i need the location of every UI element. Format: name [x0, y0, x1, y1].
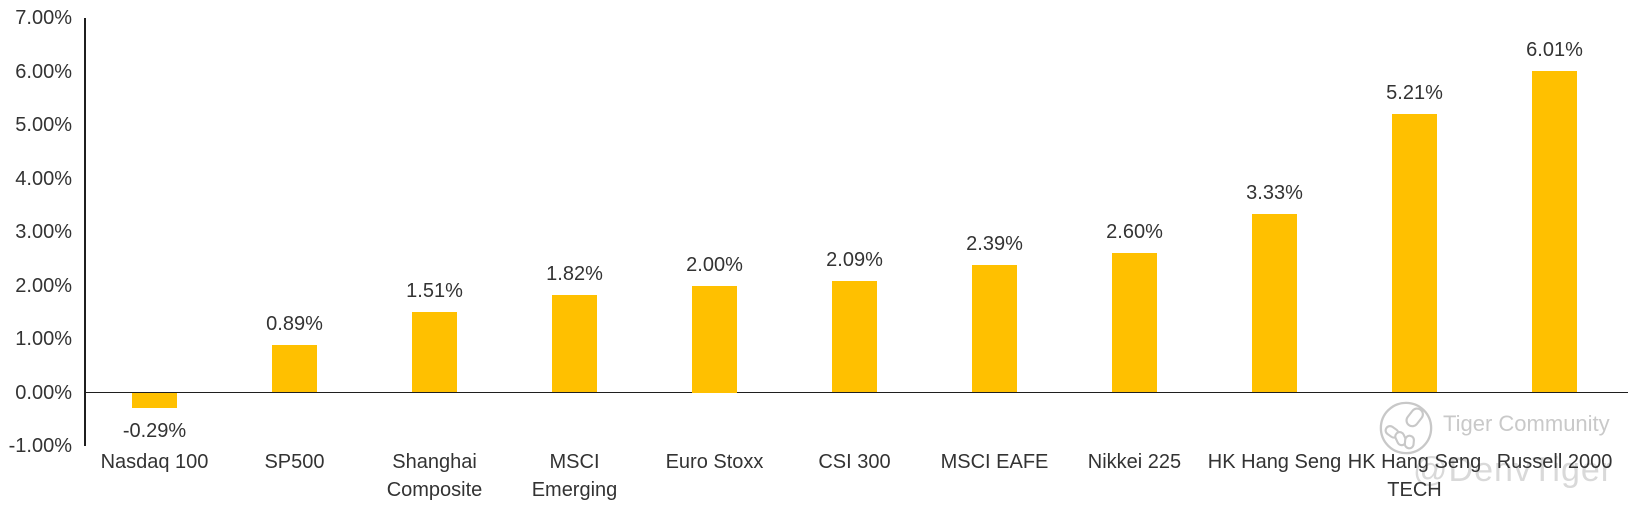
- bar-value-label: 1.82%: [546, 263, 603, 286]
- x-axis-category-label-line: Composite: [386, 479, 483, 501]
- bar-value-label: 2.09%: [826, 248, 883, 271]
- x-axis-category-label-line: Nasdaq 100: [100, 451, 209, 473]
- x-axis-category-label-line: HK Hang Seng: [1347, 451, 1482, 473]
- bar-value-label: 2.60%: [1106, 221, 1163, 244]
- y-axis-tick-label: 2.00%: [15, 274, 72, 297]
- y-axis-tick-label: 1.00%: [15, 328, 72, 350]
- x-axis-category-label: HK Hang Seng TECH: [1330, 448, 1500, 504]
- x-axis-category-label: Euro Stoxx: [630, 448, 800, 476]
- y-axis-tick-label: 5.00%: [15, 114, 72, 136]
- tiger-paw-logo-icon: [1377, 399, 1435, 462]
- x-axis-category-label: SP500: [210, 448, 380, 476]
- x-axis-category-label: MSCI Emerging: [490, 448, 660, 504]
- bar: [972, 264, 1017, 393]
- y-axis-tick-label: 7.00%: [15, 7, 72, 29]
- x-axis-category-label-line: TECH: [1387, 479, 1442, 501]
- x-axis-category-label-line: SP500: [264, 451, 325, 473]
- x-axis-category-label: HK Hang Seng: [1190, 448, 1360, 476]
- x-axis-category-label: Nasdaq 100: [70, 448, 240, 476]
- bar-value-label: 0.89%: [266, 312, 323, 335]
- bar: [1252, 214, 1297, 393]
- x-axis-category-label-line: Russell 2000: [1496, 451, 1613, 473]
- bar-value-label: 1.51%: [406, 279, 463, 302]
- bar: [1532, 70, 1577, 393]
- x-axis-category-label-line: CSI 300: [818, 451, 891, 473]
- y-axis-tick-label: 6.00%: [15, 60, 72, 83]
- y-axis-tick-label: 0.00%: [15, 381, 72, 404]
- bar-value-label: 3.33%: [1246, 182, 1303, 205]
- x-axis-category-label: Shanghai Composite: [350, 448, 520, 504]
- bar: [692, 285, 737, 393]
- y-axis-tick-label: 4.00%: [15, 167, 72, 190]
- bar: [132, 392, 177, 408]
- bar-value-label: -0.29%: [122, 420, 187, 442]
- watermark-community-label: Tiger Community: [1443, 411, 1610, 436]
- bar-value-label: 2.00%: [686, 253, 743, 276]
- x-axis-category-label-line: HK Hang Seng: [1207, 451, 1342, 473]
- x-axis-category-label: CSI 300: [770, 448, 940, 476]
- bar-value-label: 2.39%: [966, 232, 1023, 255]
- watermark-handle-label: @DenvTiger: [1413, 451, 1614, 489]
- y-axis-tick-label: 3.00%: [15, 221, 72, 243]
- bar-value-label: 5.21%: [1386, 81, 1443, 104]
- x-axis-category-label-line: MSCI: [549, 451, 600, 473]
- bar: [552, 295, 597, 393]
- x-axis-category-label-line: MSCI EAFE: [940, 451, 1049, 473]
- x-axis-category-label-line: Euro Stoxx: [665, 451, 764, 473]
- bar: [272, 344, 317, 393]
- y-axis-tick-label: -1.00%: [8, 435, 72, 457]
- x-axis-category-label-line: Emerging: [531, 479, 618, 501]
- x-axis-category-label: Russell 2000: [1470, 448, 1640, 476]
- bar: [412, 311, 457, 393]
- x-axis-category-label: Nikkei 225: [1050, 448, 1220, 476]
- x-axis-line: [84, 391, 1628, 394]
- bar: [1112, 253, 1157, 393]
- bar: [1392, 113, 1437, 393]
- y-axis-line: [84, 18, 86, 446]
- x-axis-category-label: MSCI EAFE: [910, 448, 1080, 476]
- x-axis-category-label-line: Shanghai: [392, 451, 477, 473]
- x-axis-category-label-line: Nikkei 225: [1087, 451, 1182, 473]
- bar: [832, 280, 877, 393]
- bar-value-label: 6.01%: [1526, 38, 1583, 61]
